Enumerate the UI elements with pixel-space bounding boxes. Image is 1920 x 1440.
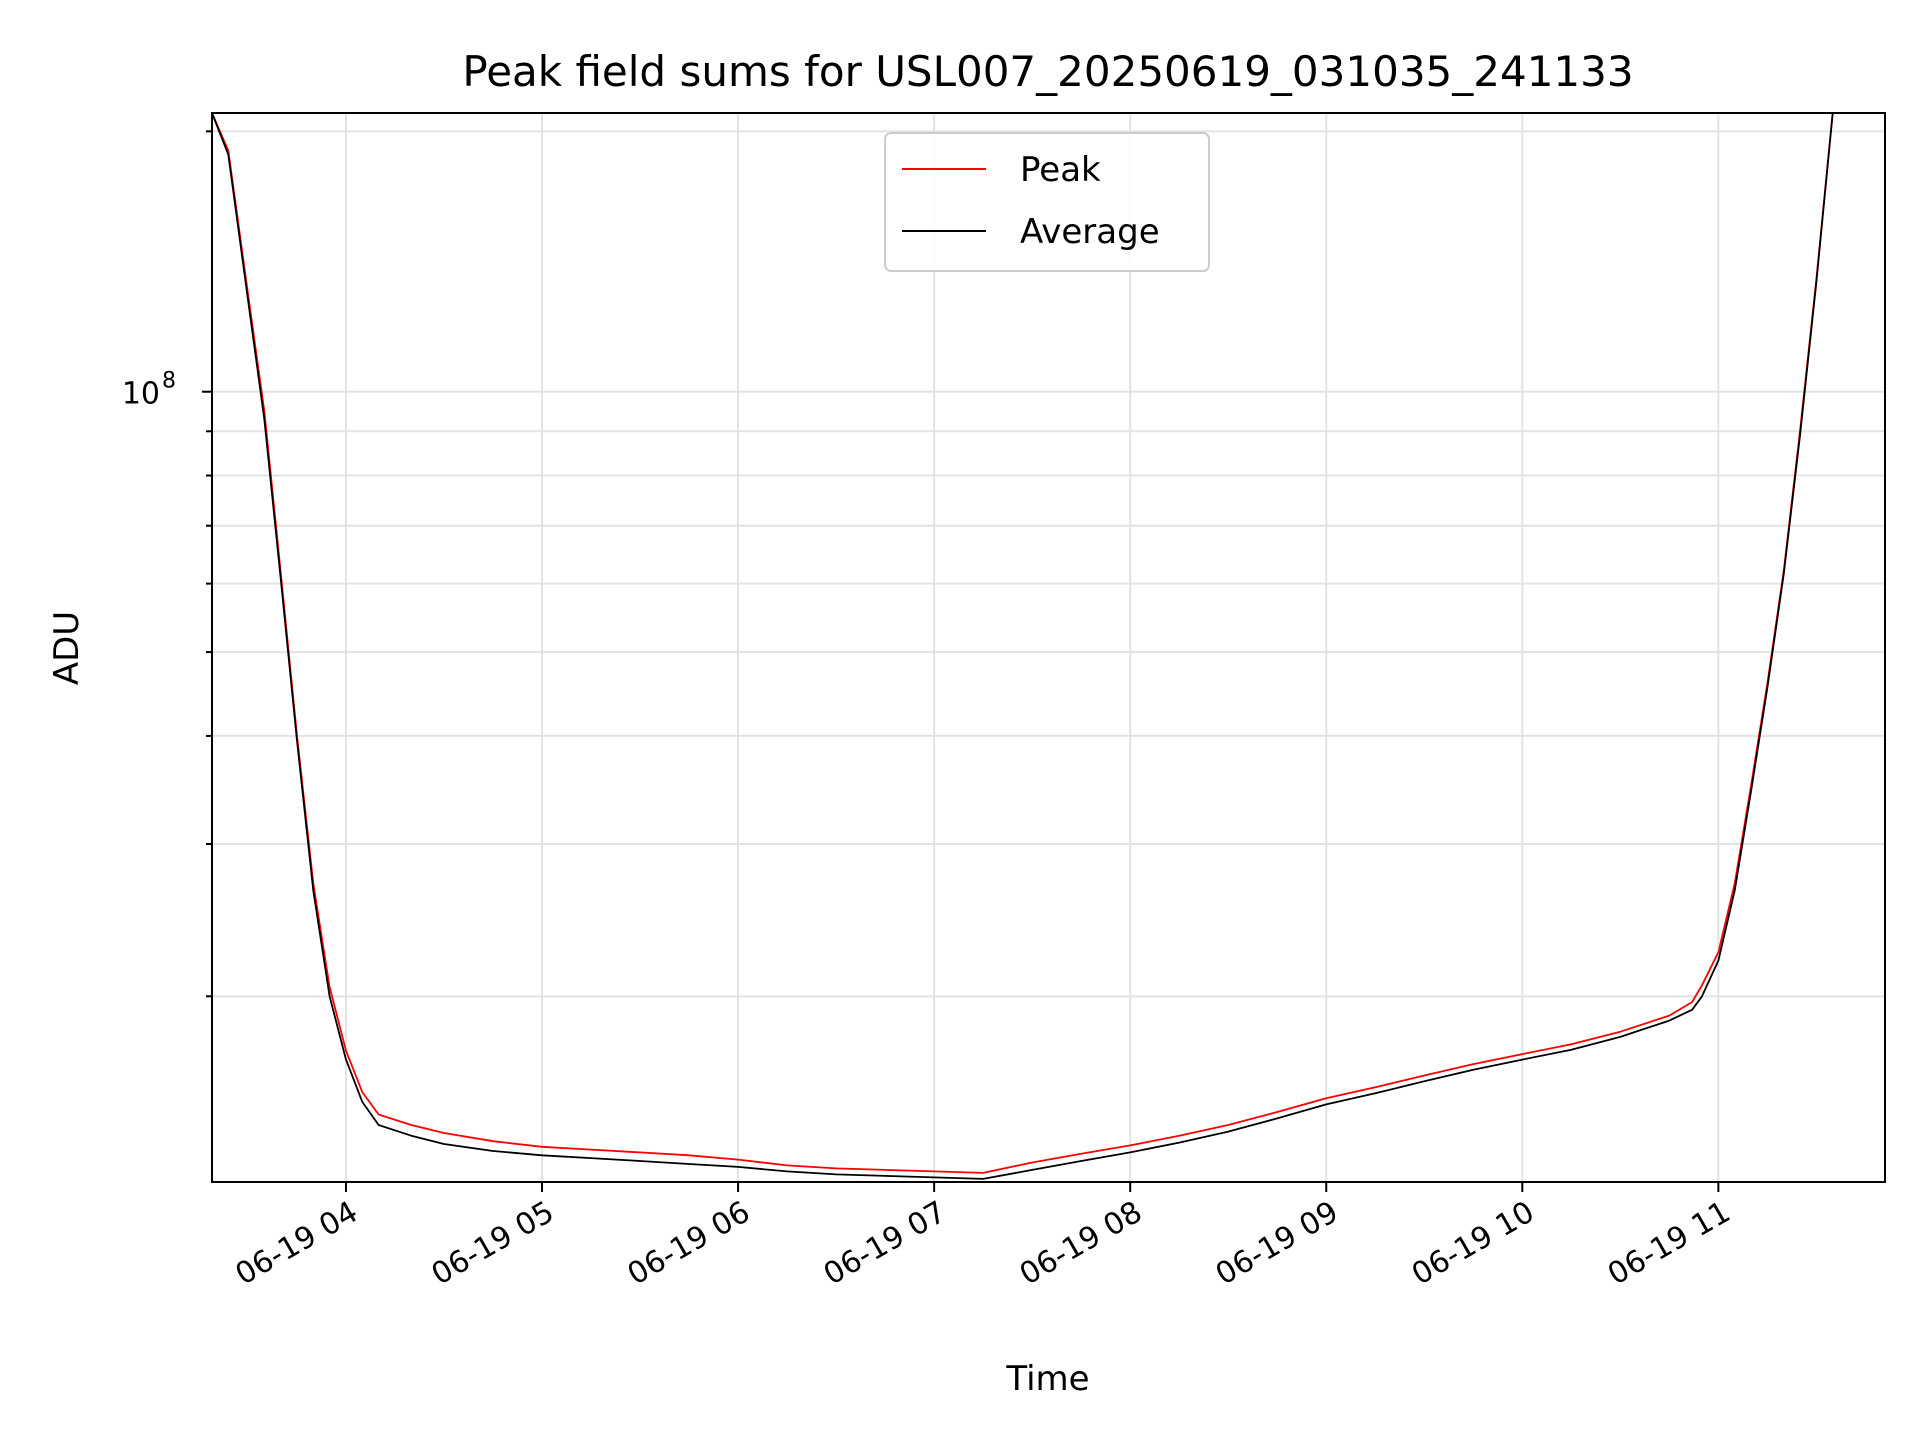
- grid: [212, 113, 1885, 1182]
- legend-label-average: Average: [1020, 212, 1160, 252]
- legend: Peak Average: [884, 132, 1210, 272]
- plot-frame: [211, 112, 1886, 1183]
- y-axis-label: ADU: [47, 611, 87, 685]
- legend-label-peak: Peak: [1020, 150, 1101, 190]
- y-tick-label-exponent: 8: [162, 369, 176, 394]
- plot-area: [212, 113, 1834, 1180]
- y-tick-label: 10: [122, 377, 160, 412]
- chart-title: Peak field sums for USL007_20250619_0310…: [462, 47, 1633, 96]
- legend-box: [884, 132, 1210, 272]
- series-line-peak: [212, 113, 1834, 1174]
- x-axis-label: Time: [1005, 1359, 1089, 1399]
- series-line-average: [212, 113, 1834, 1180]
- series-layer: [212, 113, 1834, 1180]
- y-axis-ticks: 10 8: [122, 130, 212, 998]
